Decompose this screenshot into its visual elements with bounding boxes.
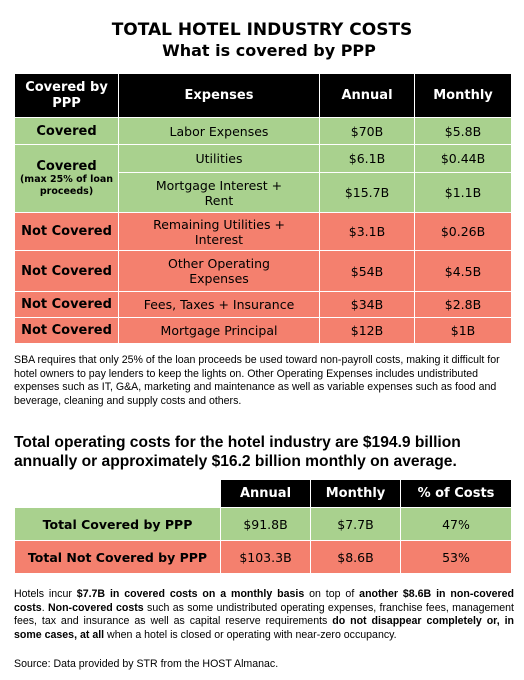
table-row: Total Covered by PPP $91.8B $7.7B 47% (14, 507, 512, 541)
annual-cell: $12B (319, 317, 415, 344)
note-text: on top of (304, 588, 360, 600)
status-label: Covered (36, 159, 97, 174)
page-subtitle: What is covered by PPP (162, 41, 376, 60)
expense-cell: Mortgage Interest + Rent (118, 172, 320, 213)
annual-cell: $6.1B (319, 144, 415, 173)
annual-cell: $70B (319, 117, 415, 145)
annual-cell: $103.3B (220, 540, 311, 574)
totals-table: Annual Monthly % of Costs Total Covered … (14, 479, 512, 574)
monthly-cell: $7.7B (310, 507, 401, 541)
header-annual: Annual (220, 479, 311, 508)
monthly-cell: $0.44B (414, 144, 512, 173)
monthly-cell: $4.5B (414, 250, 512, 292)
summary-text: Total operating costs for the hotel indu… (14, 434, 461, 470)
pct-cell: 53% (400, 540, 512, 574)
costs-table: Covered by PPP Expenses Annual Monthly C… (14, 73, 512, 344)
page-title: TOTAL HOTEL INDUSTRY COSTS (111, 20, 413, 40)
costs-table-header: Covered by PPP Expenses Annual Monthly (14, 73, 512, 118)
annual-cell: $91.8B (220, 507, 311, 541)
source-note: Source: Data provided by STR from the HO… (14, 658, 279, 670)
note-text: when a hotel is closed or operating with… (104, 628, 397, 641)
table-row: Not Covered Fees, Taxes + Insurance $34B… (14, 291, 512, 318)
pct-cell: 47% (400, 507, 512, 541)
expense-cell: Other Operating Expenses (118, 250, 320, 292)
header-covered: Covered by PPP (14, 73, 119, 118)
expense-cell: Labor Expenses (118, 117, 320, 145)
expense-cell: Remaining Utilities + Interest (118, 212, 320, 251)
total-label: Total Covered by PPP (14, 507, 221, 541)
header-monthly: Monthly (414, 73, 512, 118)
note-text: such as some undistributed operating exp… (14, 601, 514, 628)
status-cell: Not Covered (14, 317, 119, 344)
status-cell: Covered (14, 117, 119, 145)
table-row: Not Covered Mortgage Principal $12B $1B (14, 317, 512, 344)
table-row: Mortgage Interest + Rent $15.7B $1.1B (15, 172, 512, 213)
table-row: Not Covered Remaining Utilities + Intere… (14, 212, 512, 251)
note-text: Hotels incur (14, 588, 77, 600)
monthly-cell: $1.1B (414, 172, 512, 213)
note-text: . (41, 601, 48, 614)
annual-cell: $3.1B (319, 212, 415, 251)
total-label: Total Not Covered by PPP (14, 540, 221, 574)
note-bold: Non-covered costs (47, 601, 144, 614)
annual-cell: $34B (319, 291, 415, 318)
status-note: (max 25% of loan proceeds) (19, 174, 114, 197)
table-row: Covered (max 25% of loan proceeds) Utili… (14, 144, 512, 213)
note-bold: another $8.6B in non-covered costs (14, 588, 514, 614)
expense-cell: Mortgage Principal (118, 317, 320, 344)
note-bold: $7.7B in covered costs on a monthly basi… (76, 588, 305, 600)
sba-note: SBA requires that only 25% of the loan p… (14, 354, 500, 407)
monthly-cell: $5.8B (414, 117, 512, 145)
status-cell: Not Covered (14, 212, 119, 251)
header-expenses: Expenses (118, 73, 320, 118)
monthly-cell: $8.6B (310, 540, 401, 574)
expense-cell: Fees, Taxes + Insurance (118, 291, 320, 318)
table-row: Not Covered Other Operating Expenses $54… (14, 250, 512, 292)
totals-table-header: Annual Monthly % of Costs (14, 479, 512, 508)
table-row: Total Not Covered by PPP $103.3B $8.6B 5… (14, 540, 512, 574)
header-annual: Annual (319, 73, 415, 118)
status-cell: Covered (max 25% of loan proceeds) (14, 144, 119, 213)
monthly-cell: $1B (414, 317, 512, 344)
monthly-cell: $2.8B (414, 291, 512, 318)
note-bold: do not disappear completely or, in some … (14, 615, 514, 641)
header-monthly: Monthly (310, 479, 401, 508)
table-row: Covered Labor Expenses $70B $5.8B (14, 117, 512, 145)
annual-cell: $15.7B (319, 172, 415, 213)
header-blank (14, 479, 221, 508)
status-cell: Not Covered (14, 291, 119, 318)
header-pct: % of Costs (400, 479, 512, 508)
costs-note: Hotels incur $7.7B in covered costs on a… (14, 588, 514, 642)
status-cell: Not Covered (14, 250, 119, 292)
monthly-cell: $0.26B (414, 212, 512, 251)
expense-cell: Utilities (118, 144, 320, 173)
annual-cell: $54B (319, 250, 415, 292)
